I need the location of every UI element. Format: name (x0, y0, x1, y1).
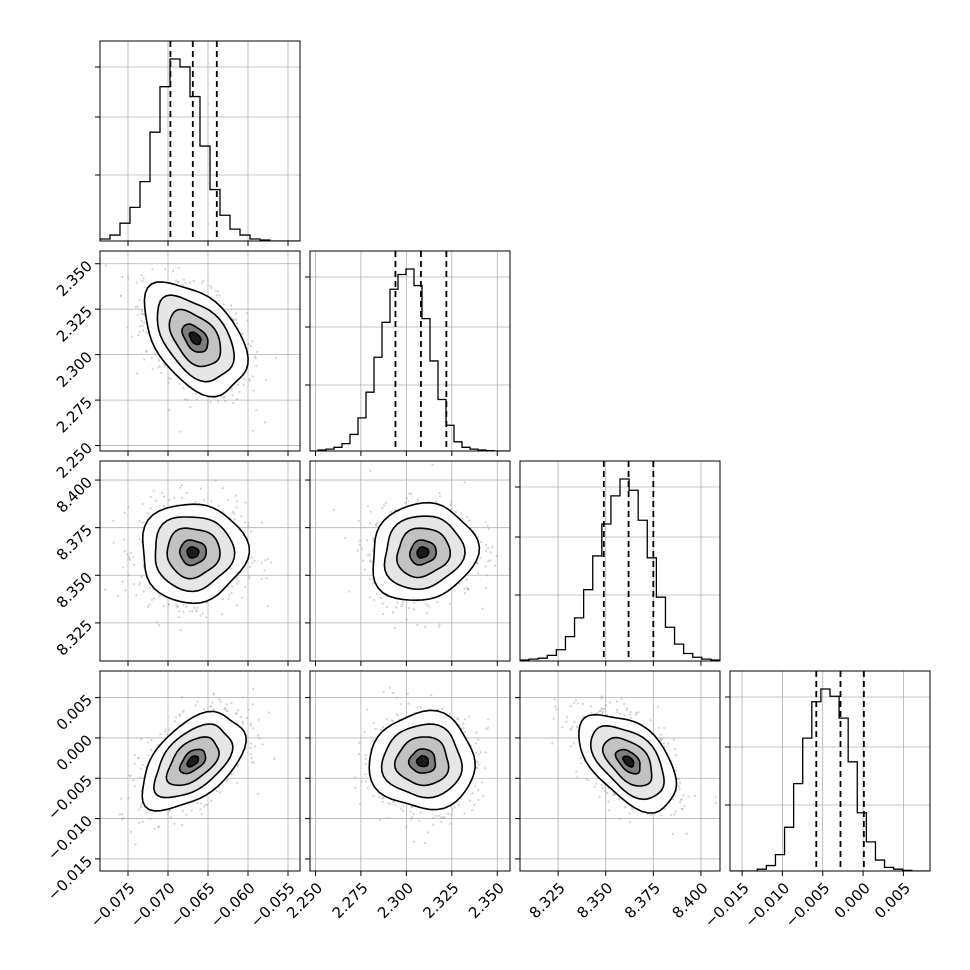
histogram-step-line (520, 478, 720, 661)
panel-frame (519, 460, 721, 662)
density-contour (622, 755, 635, 768)
y-tick-label: 0.000 (53, 731, 96, 774)
scatter-panel-2-0 (95, 460, 301, 666)
x-tick-label: 2.325 (419, 879, 462, 922)
panel-frame (309, 670, 511, 872)
histogram-panel-2 (515, 460, 721, 666)
y-tick-label: 8.400 (53, 473, 96, 516)
x-tick-label: 8.350 (573, 879, 616, 922)
y-tick-label: 0.005 (53, 691, 96, 734)
histogram-step-line (310, 268, 510, 451)
panel-frame (309, 250, 511, 452)
y-tick-label: 8.325 (53, 616, 96, 659)
density-contour (186, 755, 200, 768)
y-tick-label: 2.325 (53, 302, 96, 345)
density-contour (416, 546, 430, 559)
density-contour (188, 331, 202, 346)
x-tick-label: 8.325 (526, 879, 569, 922)
panel-frame (99, 670, 301, 872)
panel-frame (729, 670, 931, 872)
x-tick-label: 2.350 (465, 879, 508, 922)
panel-frame (99, 40, 301, 242)
y-tick-label: 8.375 (53, 521, 96, 564)
histogram-panel-0 (95, 40, 301, 246)
panel-frame (99, 460, 301, 662)
y-tick-label: 2.250 (53, 439, 96, 482)
y-tick-label: 2.350 (53, 257, 96, 300)
scatter-panel-3-1 (305, 670, 511, 876)
x-tick-label: −0.005 (782, 879, 834, 931)
x-tick-label: 8.375 (621, 879, 664, 922)
scatter-panel-1-0 (95, 250, 301, 456)
scatter-panel-2-1 (305, 460, 511, 666)
x-tick-label: 0.000 (831, 879, 874, 922)
histogram-step-line (100, 58, 300, 241)
scatter-panel-3-0 (95, 670, 301, 876)
density-contour (415, 754, 429, 768)
panel-frame (99, 250, 301, 452)
scatter-panel-3-2 (515, 670, 721, 876)
y-tick-label: 2.275 (53, 393, 96, 436)
y-tick-label: −0.005 (44, 772, 96, 824)
histogram-step-line (730, 688, 930, 871)
panel-frame (519, 670, 721, 872)
density-contour (186, 546, 200, 559)
y-tick-label: 8.350 (53, 569, 96, 612)
panel-frame (309, 460, 511, 662)
x-tick-label: 0.005 (871, 879, 914, 922)
histogram-panel-3 (725, 670, 931, 876)
x-tick-label: 2.275 (329, 879, 372, 922)
x-tick-label: 2.300 (374, 879, 417, 922)
histogram-panel-1 (305, 250, 511, 456)
y-tick-label: 2.300 (53, 348, 96, 391)
